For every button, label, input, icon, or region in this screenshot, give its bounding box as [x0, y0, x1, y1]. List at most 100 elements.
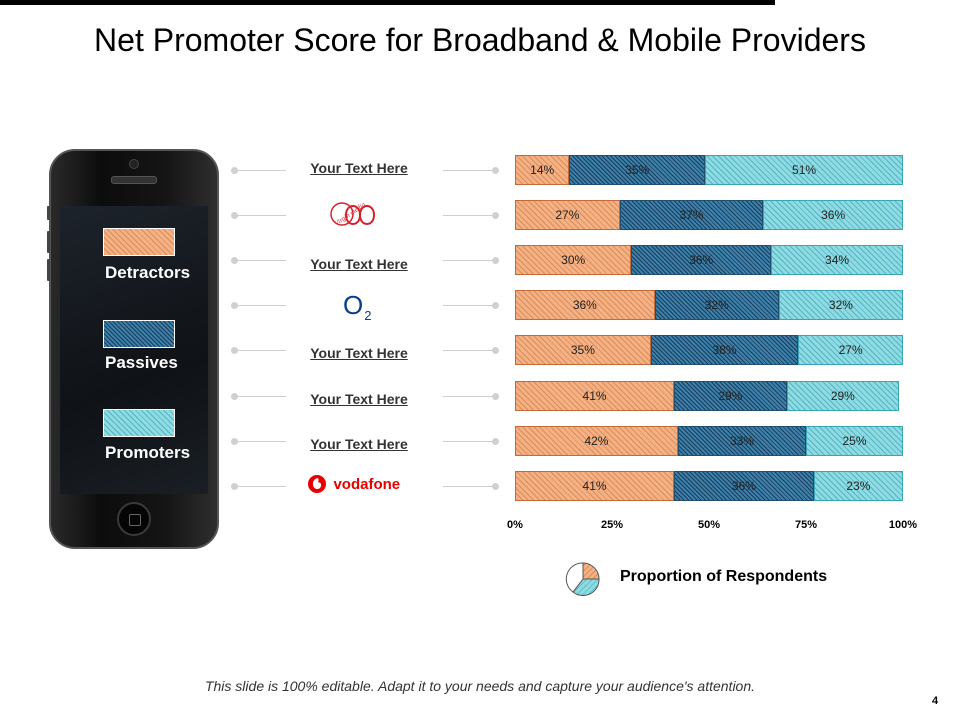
- bar-value-label: 25%: [842, 434, 867, 448]
- legend-label-passives: Passives: [105, 353, 178, 372]
- bar-detractors: [515, 471, 675, 501]
- bar-passives: [650, 335, 799, 365]
- connector-dot: [492, 483, 499, 490]
- connector-line: [236, 486, 286, 487]
- bar-detractors: [515, 245, 632, 275]
- connector-dot: [492, 347, 499, 354]
- legend-swatch-passives: [103, 320, 175, 348]
- bar-value-label: 35%: [570, 343, 595, 357]
- bar-promoters: [705, 155, 903, 185]
- top-accent-bar: [0, 0, 775, 5]
- bar-value-label: 14%: [530, 163, 555, 177]
- bar-passives: [631, 245, 772, 275]
- o2-logo-letter: O: [343, 290, 364, 320]
- row-label: Your Text Here: [310, 436, 408, 452]
- connector-dot: [231, 167, 238, 174]
- connector-dot: [492, 212, 499, 219]
- chart-axis-caption: Proportion of Respondents: [620, 568, 828, 585]
- bar-passives: [569, 155, 706, 185]
- bar-detractors: [515, 381, 675, 411]
- connector-line: [443, 396, 493, 397]
- connector-dot: [492, 393, 499, 400]
- connector-dot: [492, 257, 499, 264]
- bar-value-label: 32%: [828, 298, 853, 312]
- connector-line: [236, 441, 286, 442]
- bar-value-label: 37%: [679, 208, 704, 222]
- connector-line: [443, 441, 493, 442]
- x-tick-label: 25%: [600, 519, 624, 531]
- bar-value-label: 36%: [821, 208, 846, 222]
- bar-value-label: 36%: [572, 298, 597, 312]
- bar-passives: [674, 381, 787, 411]
- connector-line: [443, 350, 493, 351]
- connector-dot: [492, 438, 499, 445]
- phone-side-button: [47, 206, 50, 220]
- phone-graphic: Detractors Passives Promoters: [47, 149, 219, 549]
- x-tick-label: 0%: [507, 519, 523, 531]
- footer-note: This slide is 100% editable. Adapt it to…: [204, 678, 756, 694]
- phone-side-button: [47, 259, 50, 281]
- connector-dot: [231, 393, 238, 400]
- connector-line: [443, 305, 493, 306]
- o2-logo: O2: [343, 290, 371, 323]
- connector-dot: [231, 257, 238, 264]
- bar-detractors: [515, 335, 651, 365]
- bar-passives: [674, 471, 814, 501]
- bar-value-label: 32%: [704, 298, 729, 312]
- row-label: Your Text Here: [310, 256, 408, 272]
- phone-home-button: [117, 502, 151, 536]
- bar-value-label: 41%: [582, 389, 607, 403]
- page-title: Net Promoter Score for Broadband & Mobil…: [94, 22, 866, 58]
- bar-value-label: 23%: [846, 479, 871, 493]
- legend-swatch-promoters: [103, 409, 175, 437]
- bar-value-label: 41%: [582, 479, 607, 493]
- connector-line: [236, 260, 286, 261]
- bar-value-label: 35%: [625, 163, 650, 177]
- virgin-media-logo: Virgin media: [330, 199, 390, 236]
- virgin-media-logo-icon: [330, 202, 376, 226]
- bar-value-label: 42%: [584, 434, 609, 448]
- phone-screen: Detractors Passives Promoters: [60, 206, 208, 494]
- bar-promoters: [778, 290, 903, 320]
- connector-line: [236, 215, 286, 216]
- legend-swatch-detractors: [103, 228, 175, 256]
- connector-dot: [492, 302, 499, 309]
- phone-camera: [129, 159, 139, 169]
- bar-detractors: [515, 426, 678, 456]
- bar-value-label: 29%: [830, 389, 855, 403]
- bar-value-label: 38%: [712, 343, 737, 357]
- bar-promoters: [771, 245, 903, 275]
- vodafone-logo-text: vodafone: [333, 475, 401, 493]
- bar-passives: [677, 426, 806, 456]
- phone-speaker: [111, 176, 157, 184]
- connector-line: [443, 215, 493, 216]
- x-tick-label: 75%: [794, 519, 818, 531]
- bar-promoters: [813, 471, 903, 501]
- connector-line: [443, 486, 493, 487]
- bar-value-label: 27%: [838, 343, 863, 357]
- connector-dot: [231, 438, 238, 445]
- x-tick-label: 50%: [697, 519, 721, 531]
- connector-line: [236, 305, 286, 306]
- bar-promoters: [763, 200, 903, 230]
- bar-value-label: 29%: [718, 389, 743, 403]
- connector-dot: [231, 302, 238, 309]
- bar-value-label: 36%: [731, 479, 756, 493]
- connector-dot: [231, 483, 238, 490]
- phone-side-button: [47, 231, 50, 253]
- bar-value-label: 30%: [561, 253, 586, 267]
- bar-promoters: [798, 335, 903, 365]
- bar-detractors: [515, 155, 570, 185]
- bar-promoters: [786, 381, 900, 411]
- connector-dot: [231, 212, 238, 219]
- bar-detractors: [515, 200, 620, 230]
- connector-dot: [231, 347, 238, 354]
- page-number: 4: [932, 695, 939, 707]
- legend-label-detractors: Detractors: [105, 263, 191, 282]
- vodafone-logo: vodafone: [307, 474, 400, 494]
- pie-chart-icon: [565, 562, 600, 596]
- connector-line: [236, 350, 286, 351]
- row-label: Your Text Here: [310, 160, 408, 176]
- row-label: Your Text Here: [310, 345, 408, 361]
- x-tick-label: 100%: [888, 519, 918, 531]
